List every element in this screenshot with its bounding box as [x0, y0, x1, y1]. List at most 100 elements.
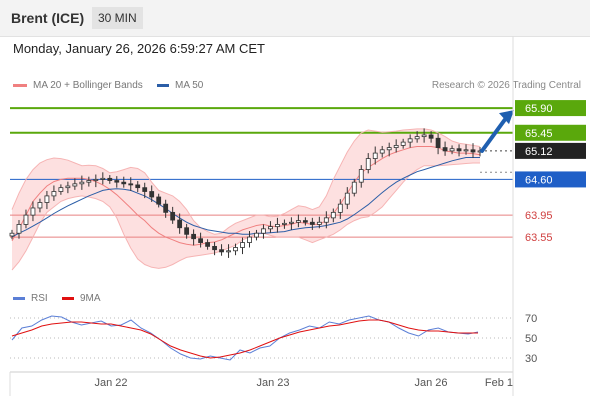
candle-body: [351, 181, 357, 194]
candle-body: [93, 179, 99, 181]
candle-body: [449, 148, 455, 152]
candle-body: [358, 169, 364, 183]
candle-body: [219, 249, 224, 253]
candle-body: [121, 181, 127, 185]
x-tick-label: Feb 1: [485, 377, 513, 389]
x-tick-label: Jan 23: [256, 377, 289, 389]
legend-ma9: 9MA: [62, 293, 101, 304]
candle-body: [261, 228, 266, 234]
candle-body: [114, 180, 120, 183]
candle-body: [30, 207, 36, 216]
legend-bollinger-label: MA 20 + Bollinger Bands: [33, 80, 143, 91]
candle-body: [344, 192, 350, 205]
credit-text: Research © 2026 Trading Central: [431, 80, 581, 91]
legend-ma50: MA 50: [157, 80, 203, 91]
candle-body: [170, 211, 176, 221]
candle-body: [323, 217, 329, 223]
candle-body: [58, 187, 64, 192]
candle-body: [240, 242, 245, 248]
legend-ma9-label: 9MA: [80, 293, 101, 304]
candle-body: [86, 180, 92, 183]
candle-body: [177, 219, 183, 229]
rsi-tick-label: 30: [525, 353, 537, 365]
resistance-label-text: 65.90: [525, 103, 553, 115]
candle-body: [37, 202, 43, 209]
ma50-swatch: [157, 84, 169, 87]
candle-body: [365, 158, 371, 170]
bollinger-swatch: [13, 84, 27, 87]
bollinger-upper-line: [11, 128, 481, 235]
candle-body: [51, 191, 57, 197]
candle-body: [212, 245, 217, 251]
candle-body: [163, 203, 169, 213]
candle-body: [337, 203, 343, 213]
candle-body: [330, 211, 336, 219]
candle-body: [72, 183, 78, 187]
time-axis: Jan 22 Jan 23 Jan 26 Feb 1: [9, 36, 514, 396]
bollinger-lower-line: [11, 162, 480, 271]
candle-body: [156, 196, 162, 205]
current-label-text: 65.12: [525, 146, 553, 158]
candle-body: [386, 147, 392, 151]
candle-body: [428, 134, 434, 139]
interval-button[interactable]: 30 MIN: [92, 7, 143, 29]
x-tick-label: Jan 22: [94, 377, 127, 389]
candle-body: [289, 221, 294, 224]
forecast-arrow-head: [499, 110, 514, 125]
support-label-text: 63.55: [525, 232, 553, 244]
candle-body: [23, 214, 29, 225]
top-bar: Brent (ICE) 30 MIN: [0, 0, 590, 37]
candle-body: [149, 191, 155, 198]
candle-body: [205, 242, 210, 247]
level-labels-layer: 65.90 65.45 65.12 64.60 63.95 63.55: [515, 100, 586, 244]
candle-body: [442, 147, 448, 152]
rsi-panel: 70 50 30: [10, 313, 537, 365]
candle-body: [421, 134, 427, 138]
pivot-label-box: [515, 171, 586, 188]
bollinger-band-fill: [12, 128, 480, 270]
candle-body: [316, 221, 322, 225]
candle-body: [135, 184, 141, 189]
instrument-title: Brent (ICE): [11, 10, 85, 26]
candle-body: [295, 220, 301, 223]
rsi-tick-label: 70: [525, 313, 537, 325]
candle-body: [282, 222, 287, 225]
candle-body: [414, 136, 420, 140]
candle-body: [393, 145, 399, 148]
legend-rsi-label: RSI: [31, 293, 48, 304]
forecast-arrow-shaft: [480, 116, 508, 153]
support-label-text: 63.95: [525, 210, 553, 222]
ma50-line: [11, 157, 480, 238]
candle-body: [44, 195, 50, 203]
candle-body: [456, 148, 462, 152]
candle-body: [198, 238, 203, 243]
candle-body: [128, 183, 134, 186]
candle-body: [16, 224, 22, 234]
candle-body: [372, 152, 378, 159]
candle-body: [191, 233, 197, 240]
resistance-label-box: [515, 124, 586, 141]
candle-body: [107, 177, 113, 181]
candles-layer: [9, 128, 483, 258]
ma9-swatch: [62, 297, 74, 300]
bollinger-band-layer: [12, 128, 480, 270]
candle-body: [407, 138, 413, 143]
legend-rsi: RSI: [13, 293, 48, 304]
candle-body: [379, 149, 385, 154]
candle-body: [275, 224, 280, 228]
candle-body: [400, 141, 406, 146]
candle-body: [247, 236, 252, 243]
candle-body: [302, 220, 308, 223]
candle-body: [79, 181, 85, 185]
rsi-swatch: [13, 297, 25, 300]
rsi-line: [11, 315, 479, 361]
candle-body: [226, 250, 231, 253]
legend-ma50-label: MA 50: [175, 80, 204, 91]
candle-body: [142, 187, 148, 192]
candle-body: [100, 177, 106, 180]
candle-body: [254, 232, 259, 238]
candle-body: [470, 149, 476, 153]
indicator-lines-layer: [11, 128, 481, 271]
9ma-line: [11, 319, 478, 359]
timestamp: Monday, January 26, 2026 6:59:27 AM CET: [13, 41, 265, 56]
